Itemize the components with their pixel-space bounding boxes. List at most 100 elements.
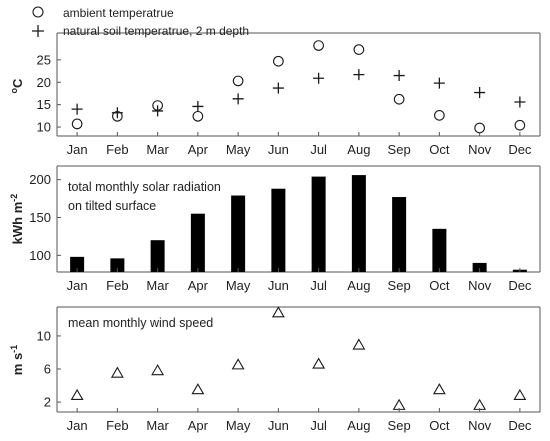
- wind-xtick-label-jun: Jun: [268, 418, 289, 433]
- temperature-circle-point-oct: [434, 110, 445, 121]
- temperature-plus-point-aug: [353, 69, 365, 81]
- temperature-circle-point-jul: [313, 40, 324, 51]
- temperature-xtick-label-dec: Dec: [508, 142, 532, 157]
- solar-xtick-label-mar: Mar: [146, 278, 169, 293]
- temperature-plus-point-apr: [192, 100, 204, 112]
- legend-plus-marker: [32, 25, 44, 37]
- temperature-plus-point-jan: [71, 103, 83, 115]
- temperature-plus-point-feb: [111, 107, 123, 119]
- solar-ytick-label: 100: [29, 248, 51, 263]
- temperature-xtick-label-nov: Nov: [468, 142, 492, 157]
- legend: ambient temperatrue natural soil tempera…: [32, 6, 249, 38]
- solar-bar-sep: [392, 197, 407, 272]
- wind-xtick-label-nov: Nov: [468, 418, 492, 433]
- panel-temperature-marks: [71, 40, 526, 134]
- solar-bar-oct: [432, 228, 447, 272]
- solar-bar-feb: [110, 258, 125, 272]
- panel-temperature: 10 15 20 25 Jan Feb Mar Apr May Jun Jul Aug Sep Oct N…: [9, 32, 541, 157]
- wind-xtick-label-mar: Mar: [146, 418, 169, 433]
- panel-wind: 2 6 10 Jan Feb Mar Apr May Jun Jul Aug Sep Oct Nov De…: [9, 306, 541, 433]
- wind-triangle-point-mar: [151, 364, 165, 376]
- panel-temperature-ylabel: oC: [9, 78, 25, 94]
- wind-triangle-point-jul: [312, 357, 326, 369]
- solar-xtick-label-jun: Jun: [268, 278, 289, 293]
- temperature-plus-point-oct: [433, 77, 445, 89]
- panel-solar-annotation-line2: on tilted surface: [68, 199, 156, 213]
- solar-bar-apr: [190, 213, 205, 272]
- panel-wind-annotation: mean monthly wind speed: [68, 316, 213, 330]
- temperature-ytick-label: 25: [37, 52, 51, 67]
- temperature-xtick-label-apr: Apr: [188, 142, 209, 157]
- legend-soil-label: natural soil temperatrue, 2 m depth: [63, 24, 249, 38]
- temperature-circle-point-sep: [393, 93, 405, 105]
- solar-xtick-label-aug: Aug: [347, 278, 370, 293]
- temperature-circle-point-dec: [514, 119, 526, 131]
- solar-xtick-label-oct: Oct: [429, 278, 450, 293]
- wind-triangle-point-aug: [352, 338, 366, 350]
- wind-triangle-point-nov: [473, 398, 487, 410]
- panel-wind-ylabel: m s-1: [9, 345, 25, 375]
- panel-temperature-xticks: Jan Feb Mar Apr May Jun Jul Aug Sep Oct Nov Dec: [67, 132, 532, 157]
- wind-triangle-point-dec: [513, 388, 527, 401]
- panel-wind-marks: [70, 306, 527, 410]
- temperature-xtick-label-may: May: [226, 142, 251, 157]
- legend-ambient-label: ambient temperatrue: [63, 6, 174, 20]
- solar-xtick-label-jul: Jul: [310, 278, 327, 293]
- temperature-ytick-label: 15: [37, 97, 51, 112]
- legend-circle-marker: [32, 6, 44, 18]
- panel-temperature-yticks: 10 15 20 25: [37, 52, 61, 135]
- wind-xtick-label-sep: Sep: [388, 418, 411, 433]
- temperature-plus-point-nov: [474, 87, 486, 99]
- panel-wind-xticks: Jan Feb Mar Apr May Jun Jul Aug Sep Oct Nov Dec: [67, 408, 532, 433]
- solar-bar-nov: [472, 262, 487, 272]
- solar-xtick-label-may: May: [226, 278, 251, 293]
- solar-xtick-label-dec: Dec: [508, 278, 532, 293]
- temperature-plus-point-jul: [313, 72, 325, 84]
- temperature-circle-point-jun: [273, 55, 284, 67]
- wind-triangle-point-jun: [271, 306, 285, 318]
- solar-xtick-label-nov: Nov: [468, 278, 492, 293]
- temperature-ytick-label: 20: [37, 75, 51, 90]
- temperature-plus-point-jun: [272, 82, 284, 94]
- wind-xtick-label-may: May: [226, 418, 251, 433]
- solar-ytick-label: 150: [29, 210, 51, 225]
- temperature-xtick-label-jul: Jul: [310, 142, 327, 157]
- solar-bar-jan: [70, 256, 85, 272]
- temperature-plus-point-dec: [514, 96, 526, 108]
- solar-bar-jun: [271, 188, 286, 272]
- wind-ytick-label: 10: [37, 328, 51, 343]
- panel-solar: 100 150 200 Jan Feb Mar Apr May Jun Jul Aug Sep Oct…: [9, 165, 541, 293]
- wind-xtick-label-aug: Aug: [347, 418, 370, 433]
- wind-ytick-label: 6: [44, 362, 51, 377]
- solar-bar-may: [231, 195, 246, 272]
- temperature-plus-point-mar: [152, 105, 164, 117]
- temperature-xtick-label-oct: Oct: [429, 142, 450, 157]
- solar-xtick-label-feb: Feb: [106, 278, 128, 293]
- temperature-circle-point-jan: [71, 118, 83, 130]
- panel-solar-ylabel: kWh m-2: [9, 194, 25, 245]
- temperature-circle-point-aug: [353, 44, 365, 55]
- temperature-xtick-label-jan: Jan: [67, 142, 88, 157]
- panel-solar-annotation-line1: total monthly solar radiation: [68, 180, 221, 194]
- wind-xtick-label-jul: Jul: [310, 418, 327, 433]
- solar-bar-mar: [150, 240, 165, 272]
- wind-triangle-point-oct: [432, 383, 446, 395]
- temperature-circle-point-apr: [192, 110, 204, 122]
- panel-wind-yticks: 2 6 10: [37, 328, 61, 410]
- solar-xtick-label-apr: Apr: [188, 278, 209, 293]
- wind-xtick-label-jan: Jan: [67, 418, 88, 433]
- wind-triangle-point-feb: [110, 366, 124, 378]
- solar-ytick-label: 200: [29, 172, 51, 187]
- temperature-circle-point-may: [232, 75, 244, 87]
- wind-xtick-label-dec: Dec: [508, 418, 532, 433]
- solar-bar-aug: [351, 175, 366, 272]
- wind-triangle-point-sep: [392, 398, 406, 410]
- temperature-xtick-label-sep: Sep: [388, 142, 411, 157]
- temperature-xtick-label-feb: Feb: [106, 142, 128, 157]
- temperature-plus-point-sep: [393, 70, 405, 82]
- solar-xtick-label-sep: Sep: [388, 278, 411, 293]
- temperature-circle-point-nov: [474, 122, 485, 134]
- panel-solar-marks: [70, 175, 527, 272]
- temperature-xtick-label-mar: Mar: [146, 142, 169, 157]
